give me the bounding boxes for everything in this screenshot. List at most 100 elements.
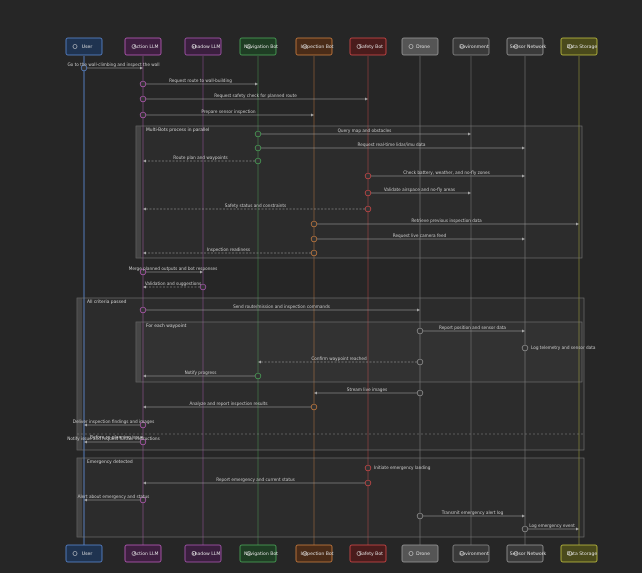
- participant-icon: [302, 551, 308, 556]
- message-label: Request live camera feed: [393, 233, 447, 238]
- participant-label: User: [82, 551, 93, 557]
- participant-label: User: [82, 44, 93, 50]
- participant-box: [506, 544, 544, 563]
- participant-label: Inspection Bot: [301, 44, 334, 50]
- participant-label: Safety Bot: [359, 551, 383, 557]
- arrowhead: [468, 132, 471, 136]
- message-label: Request route to wall-building: [169, 78, 232, 83]
- participant-box: [295, 544, 333, 563]
- message-marker: [199, 283, 207, 291]
- frame-tab: [136, 322, 141, 382]
- message-marker: [521, 344, 529, 352]
- participant-label: Shadow LLM: [192, 551, 221, 557]
- arrowhead: [84, 440, 87, 444]
- participant-box: [239, 37, 277, 56]
- message-label: Check battery, weather, and no-fly zones: [403, 170, 490, 175]
- participant-icon: [459, 44, 465, 49]
- participant-box: [560, 544, 598, 563]
- message-label: Retrieve previous inspection data: [411, 218, 482, 223]
- participant-box: [184, 544, 222, 563]
- arrowhead: [143, 251, 146, 255]
- message-label: Initiate emergency landing: [374, 465, 431, 470]
- participant-box: [124, 37, 162, 56]
- arrowhead: [365, 97, 368, 101]
- arrowhead: [143, 207, 146, 211]
- participant-icon: [246, 551, 252, 556]
- participant-label: Action LLM: [134, 44, 159, 50]
- participant-label: Inspection Bot: [301, 551, 334, 557]
- arrowhead: [522, 329, 525, 333]
- arrowhead: [143, 374, 146, 378]
- participant-icon: [72, 551, 78, 556]
- message-label: Report emergency and current status: [216, 477, 295, 482]
- message-label: Route plan and waypoints: [173, 155, 227, 160]
- participant-icon: [513, 551, 519, 556]
- message-label: Confirm waypoint reached: [311, 356, 367, 361]
- message-marker: [139, 268, 147, 276]
- message-marker: [416, 327, 424, 335]
- message-marker: [139, 306, 147, 314]
- participant-box: [401, 37, 439, 56]
- participant-label: Environment: [459, 551, 489, 557]
- participant-label: Sensor Network: [510, 551, 547, 557]
- message-label: Send route/mission and inspection comman…: [233, 304, 330, 309]
- participant-box: [65, 37, 103, 56]
- participant-icon: [131, 44, 137, 49]
- frame-tab: [77, 458, 82, 537]
- message-marker: [310, 220, 318, 228]
- frame-tab: [77, 298, 82, 450]
- arrowhead: [84, 423, 87, 427]
- arrowhead: [143, 285, 146, 289]
- message-label: Inspection readiness: [207, 247, 250, 252]
- arrowhead: [84, 498, 87, 502]
- participant-label: Environment: [459, 44, 489, 50]
- arrowhead: [417, 308, 420, 312]
- participant-box: [184, 37, 222, 56]
- message-label: Query map and obstacles: [338, 128, 392, 133]
- arrowhead: [255, 82, 258, 86]
- arrowhead: [311, 113, 314, 117]
- message-label: Log telemetry and sensor data: [531, 345, 596, 350]
- arrowhead: [143, 481, 146, 485]
- participant-box: [506, 37, 544, 56]
- arrowhead: [468, 191, 471, 195]
- message-marker: [254, 144, 262, 152]
- message-marker: [139, 438, 147, 446]
- participant-label: Shadow LLM: [192, 44, 221, 50]
- frame-label: Multi-Bots process in parallel: [146, 127, 209, 133]
- frame: [76, 457, 585, 538]
- participant-box: [65, 544, 103, 563]
- message-label: Analyze and report inspection results: [189, 401, 267, 406]
- participant-icon: [356, 44, 362, 49]
- separator-label: Before re-planning issue: [90, 435, 144, 441]
- message-label: Notify issue and request further instruc…: [67, 436, 160, 441]
- message-label: Request safety check for planned route: [214, 93, 297, 98]
- arrowhead: [522, 514, 525, 518]
- message-label: Validate airspace and no-fly areas: [384, 187, 455, 192]
- participant-icon: [191, 44, 197, 49]
- participant-label: Data Storage: [567, 551, 598, 557]
- participant-label: Drone: [416, 551, 430, 557]
- message-label: Deliver inspection findings and images: [73, 419, 155, 424]
- message-marker: [310, 249, 318, 257]
- message-marker: [139, 111, 147, 119]
- message-marker: [254, 157, 262, 165]
- participant-label: Safety Bot: [359, 44, 383, 50]
- message-label: Prepare sensor inspection: [201, 109, 256, 114]
- participant-box: [124, 544, 162, 563]
- participant-icon: [513, 44, 519, 49]
- participant-icon: [72, 44, 78, 49]
- arrowhead: [522, 174, 525, 178]
- participant-icon: [567, 551, 573, 556]
- arrowhead: [143, 405, 146, 409]
- arrowhead: [576, 527, 579, 531]
- message-marker: [254, 372, 262, 380]
- participant-icon: [567, 44, 573, 49]
- message-marker: [310, 235, 318, 243]
- participant-box: [349, 37, 387, 56]
- message-marker: [364, 464, 372, 472]
- arrowhead: [522, 237, 525, 241]
- arrowhead: [258, 360, 261, 364]
- message-marker: [416, 358, 424, 366]
- participant-box: [401, 544, 439, 563]
